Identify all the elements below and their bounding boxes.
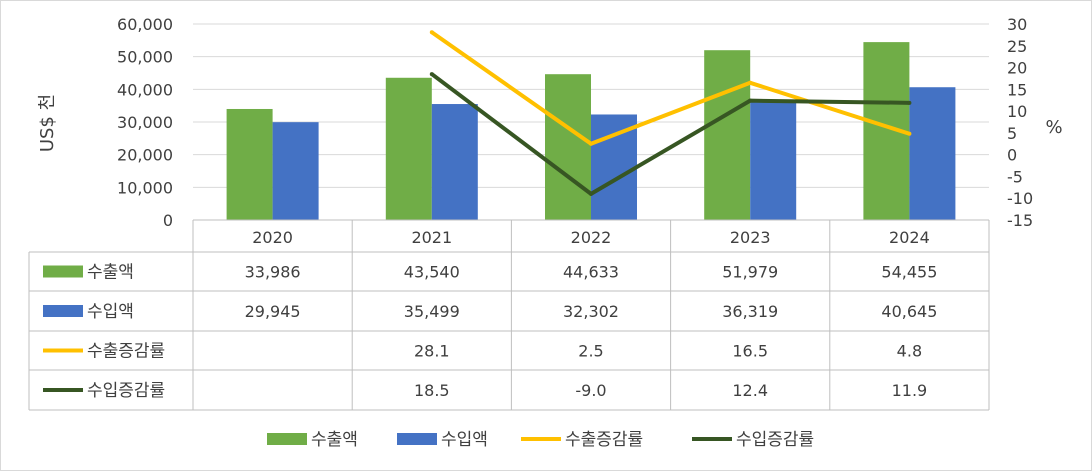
table-cell: 35,499	[404, 302, 460, 321]
y2-tick-label: 30	[1007, 15, 1027, 34]
table-row-label: 수입액	[87, 302, 134, 322]
table-cell: 11.9	[892, 381, 928, 400]
table-legend-key-수출액	[43, 265, 83, 278]
table-cell: 29,945	[245, 302, 301, 321]
bar-수입액-2022	[591, 114, 637, 220]
table-cell: 32,302	[563, 302, 619, 321]
table-cell: 2.5	[578, 342, 603, 361]
point-수출증감률-2024	[907, 131, 912, 136]
point-수입증감률-2022	[589, 191, 593, 196]
point-수입증감률-2023	[748, 98, 753, 103]
y2-tick-label: 25	[1007, 37, 1027, 56]
table-cell: 12.4	[732, 381, 768, 400]
table-row-label: 수출증감률	[87, 342, 165, 362]
bar-수입액-2021	[431, 104, 478, 220]
table-row-label: 수입증감률	[87, 381, 165, 401]
y2-axis-title: %	[1045, 117, 1062, 138]
point-수입증감률-2021	[429, 72, 434, 77]
legend-key-수입액	[397, 433, 437, 445]
table-cell: 51,979	[722, 263, 778, 282]
bar-수출액-2023	[704, 50, 751, 220]
point-수출증감률-2023	[748, 80, 753, 85]
bar-수출액-2021	[385, 77, 432, 220]
x-tick-label: 2024	[889, 228, 930, 247]
table-cell: 43,540	[404, 263, 460, 282]
y2-tick-label: -10	[1007, 189, 1033, 208]
bar-수입액-2023	[750, 101, 797, 220]
table-cell: 54,455	[881, 263, 937, 282]
y-tick-label: 50,000	[117, 48, 173, 67]
y2-tick-label: 10	[1007, 102, 1027, 121]
table-legend-key-수입액	[43, 305, 83, 317]
y-axis-title: US$ 천	[37, 94, 58, 152]
legend-label: 수입액	[441, 430, 488, 450]
y-tick-label: 0	[163, 211, 173, 230]
y-tick-label: 20,000	[117, 146, 173, 165]
table-cell: 28.1	[414, 342, 450, 361]
table-cell: 36,319	[722, 302, 778, 321]
x-tick-label: 2021	[411, 228, 452, 247]
table-cell: 40,645	[881, 302, 937, 321]
point-수출증감률-2022	[589, 141, 593, 146]
x-tick-label: 2022	[571, 228, 612, 247]
bar-수출액-2022	[545, 74, 591, 220]
x-tick-label: 2020	[252, 228, 293, 247]
point-수출증감률-2021	[429, 30, 434, 35]
table-cell: 33,986	[245, 263, 301, 282]
y2-tick-label: 0	[1007, 146, 1017, 165]
table-cell: 44,633	[563, 263, 619, 282]
table-cell: 4.8	[897, 342, 922, 361]
y-tick-label: 60,000	[117, 15, 173, 34]
line-수입증감률	[430, 72, 910, 196]
table-cell: -9.0	[575, 381, 606, 400]
line-수출증감률	[430, 30, 911, 146]
bar-수출액-2020	[226, 108, 273, 220]
y2-tick-label: 20	[1007, 59, 1027, 78]
y2-tick-label: -15	[1007, 211, 1033, 230]
bar-수입액-2024	[909, 87, 956, 220]
y-tick-label: 30,000	[117, 113, 173, 132]
bar-수입액-2020	[272, 122, 319, 220]
y-tick-label: 10,000	[117, 178, 173, 197]
table-cell: 18.5	[414, 381, 450, 400]
y2-tick-label: 5	[1007, 124, 1017, 143]
legend-label: 수출액	[311, 430, 358, 450]
x-tick-label: 2023	[730, 228, 771, 247]
point-수입증감률-2024	[907, 100, 912, 105]
y2-tick-label: 15	[1007, 80, 1027, 99]
y-tick-label: 40,000	[117, 80, 173, 99]
y2-tick-label: -5	[1007, 167, 1023, 186]
legend-key-수출액	[267, 433, 307, 445]
legend-label: 수입증감률	[736, 430, 814, 450]
table-row-label: 수출액	[87, 263, 134, 283]
table-cell: 16.5	[732, 342, 768, 361]
legend-label: 수출증감률	[565, 430, 643, 450]
